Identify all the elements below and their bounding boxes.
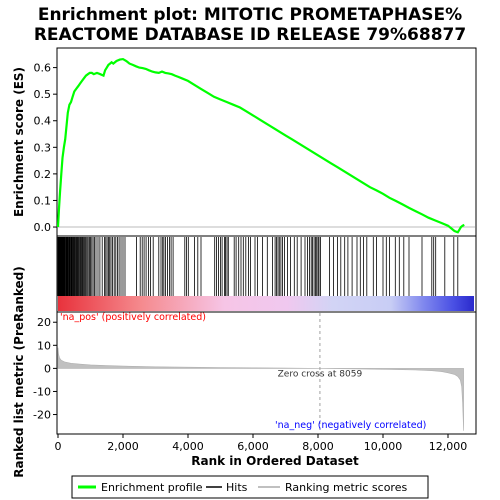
x-tick-label: 2,000 [107,440,139,453]
legend-label-ranking-metric: Ranking metric scores [285,481,407,494]
es-y-tick-label: 0.0 [34,221,52,234]
ranking-metric-area [57,347,464,431]
x-tick-label: 8,000 [302,440,334,453]
legend-label-enrichment-profile: Enrichment profile [101,481,203,494]
rank-x-axis: 0 2,000 4,000 6,000 8,000 10,000 12,000 [55,434,468,453]
metric-y-tick-label: -10 [33,385,51,398]
enrichment-profile-line [56,57,465,234]
es-y-tick-label: 0.2 [34,168,52,181]
x-tick-label: 0 [55,440,62,453]
pos-correlated-label: 'na_pos' (positively correlated) [60,312,206,323]
metric-y-axis: 20 10 0 -10 -20 [33,316,57,422]
x-tick-label: 10,000 [364,440,403,453]
metric-plot-frame [56,311,477,435]
es-plot-frame [56,47,477,237]
x-tick-label: 6,000 [237,440,269,453]
es-y-tick-label: 0.3 [34,141,52,154]
x-axis-label: Rank in Ordered Dataset [191,454,359,468]
metric-y-tick-label: 10 [37,339,51,352]
metric-y-axis-label: Ranked list metric (PreRanked) [12,266,26,478]
neg-correlated-label: 'na_neg' (negatively correlated) [275,420,426,431]
es-y-tick-label: 0.6 [34,62,52,75]
es-y-tick-label: 0.5 [34,88,52,101]
legend-box [71,475,429,499]
x-tick-label: 4,000 [172,440,204,453]
chart-title-line-2: REACTOME DATABASE ID RELEASE 79%68877 [34,25,466,45]
metric-y-tick-label: 0 [44,362,51,375]
es-y-axis: 0.0 0.1 0.2 0.3 0.4 0.5 0.6 [34,62,57,234]
es-y-tick-label: 0.1 [34,194,52,207]
rank-color-band [58,296,474,311]
legend-label-hits: Hits [226,481,248,494]
es-y-tick-label: 0.4 [34,115,52,128]
metric-y-tick-label: -20 [33,409,51,422]
zero-cross-label: Zero cross at 8059 [278,369,363,379]
metric-y-tick-label: 20 [37,316,51,329]
hit-marks [57,237,459,296]
es-y-axis-label: Enrichment score (ES) [12,67,26,217]
chart-title-line-1: Enrichment plot: MITOTIC PROMETAPHASE% [38,5,462,25]
x-tick-label: 12,000 [429,440,468,453]
